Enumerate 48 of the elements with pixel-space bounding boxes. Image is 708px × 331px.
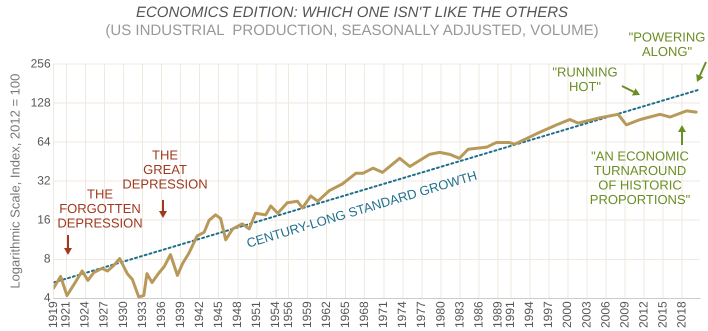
x-tick-label: 1974	[395, 300, 410, 328]
x-tick-label: 1968	[357, 300, 372, 328]
chart-title: ECONOMICS EDITION: WHICH ONE ISN'T LIKE THE OTHERS	[136, 4, 568, 22]
x-tick-label: 1983	[452, 300, 466, 328]
y-tick-label: 32	[37, 173, 51, 188]
y-tick-label: 64	[37, 134, 51, 148]
x-tick-label: 1930	[116, 300, 130, 328]
y-axis-title: Logarithmic Scale, Index, 2012 = 100	[7, 74, 22, 289]
x-tick-label: 1933	[134, 300, 149, 328]
x-tick-label: 1986	[471, 300, 486, 328]
chart-subtitle: (US INDUSTRIAL PRODUCTION, SEASONALLY ADJUSTED, VOLUME)	[105, 22, 599, 40]
annotation: "RUNNING HOT"	[552, 64, 618, 94]
x-tick-label: 1965	[338, 300, 352, 328]
x-tick-label: 1948	[230, 300, 244, 328]
x-tick-label: 1951	[249, 300, 264, 328]
x-tick-label: 2003	[579, 300, 594, 328]
x-tick-label: 1980	[433, 300, 448, 328]
y-tick-label: 16	[37, 212, 51, 227]
x-tick-label: 1994	[522, 300, 536, 328]
x-tick-label: 1919	[46, 300, 60, 328]
x-tick-label: 2006	[598, 300, 612, 328]
x-tick-label: 1989	[490, 300, 504, 328]
x-tick-label: 2015	[655, 300, 670, 328]
x-tick-label: 1927	[96, 300, 111, 328]
x-tick-label: 1939	[172, 300, 187, 328]
x-tick-label: 1924	[78, 300, 92, 328]
x-tick-label: 1977	[414, 300, 428, 328]
x-tick-label: 1959	[300, 300, 314, 328]
x-tick-label: 1921	[58, 300, 73, 328]
y-tick-label: 128	[30, 95, 51, 110]
x-tick-label: 2012	[636, 300, 650, 328]
x-tick-label: 1971	[376, 300, 390, 328]
y-tick-label: 8	[44, 252, 51, 266]
x-tick-label: 1997	[541, 300, 556, 328]
x-tick-label: 1962	[318, 300, 333, 328]
x-tick-label: 1956	[280, 300, 295, 328]
x-tick-label: 1954	[268, 300, 282, 328]
x-tick-label: 1942	[192, 300, 206, 328]
x-tick-label: 2000	[560, 300, 574, 328]
annotation: THE GREAT DEPRESSION	[122, 148, 208, 192]
text: "POWERING ALONG"	[628, 30, 706, 60]
x-tick-label: 1936	[154, 300, 168, 328]
x-tick-label: 1991	[503, 300, 518, 328]
x-tick-label: 2009	[617, 300, 632, 328]
y-tick-label: 256	[30, 56, 51, 70]
annotation: "AN ECONOMIC TURNAROUND OF HISTORIC PROPORTIONS"	[590, 148, 691, 208]
x-tick-label: 1945	[211, 300, 226, 328]
x-tick-label: 2018	[674, 300, 689, 328]
